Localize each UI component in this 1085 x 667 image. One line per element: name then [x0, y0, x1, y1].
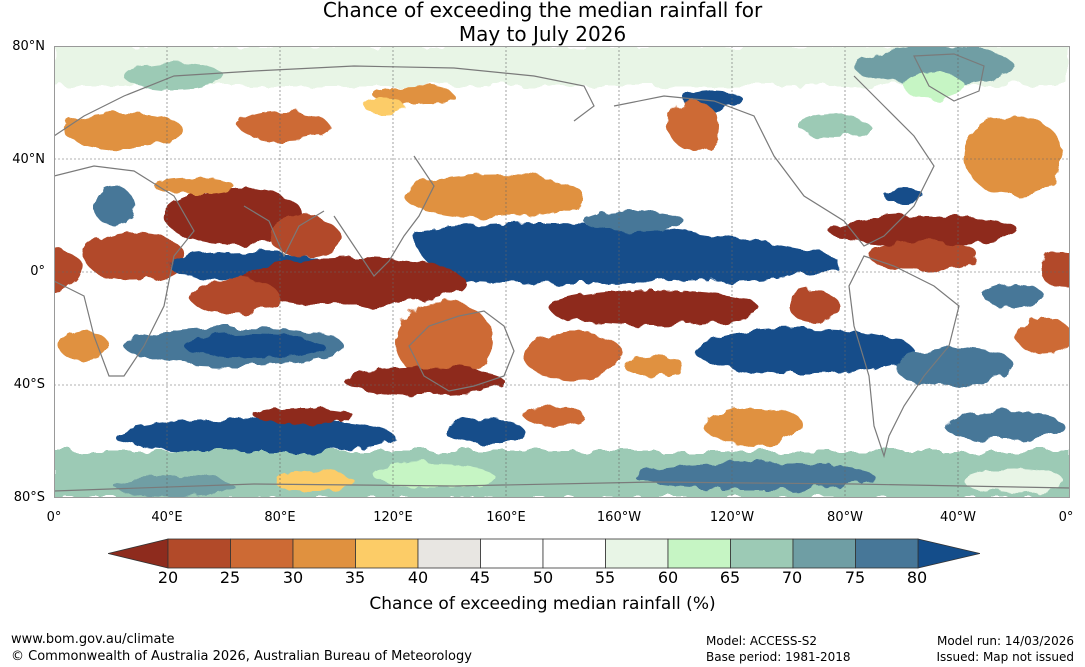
- map-title: Chance of exceeding the median rainfall …: [0, 0, 1085, 46]
- lon-label-80w: 80°W: [827, 510, 863, 525]
- colorbar-graphic: [107, 538, 981, 569]
- lat-label-80n: 80°N: [12, 39, 45, 54]
- rainfall-map-canvas: [54, 46, 1070, 498]
- colorbar-tick-65: 65: [719, 568, 741, 587]
- colorbar-tick-40: 40: [407, 568, 429, 587]
- footer-left: www.bom.gov.au/climate © Commonwealth of…: [11, 631, 472, 665]
- colorbar-cell: [417, 538, 481, 569]
- graticule: [54, 46, 1070, 498]
- title-line-2: May to July 2026: [458, 22, 627, 46]
- lon-label-120e: 120°E: [373, 510, 413, 525]
- colorbar-tick-60: 60: [657, 568, 679, 587]
- colorbar-tick-80: 80: [906, 568, 928, 587]
- colorbar-tick-35: 35: [344, 568, 366, 587]
- footer-issued: Issued: Map not issued: [936, 650, 1074, 664]
- title-line-1: Chance of exceeding the median rainfall …: [322, 0, 763, 22]
- colorbar-cell: [480, 538, 544, 569]
- colorbar-cell: [292, 538, 356, 569]
- colorbar-tick-50: 50: [532, 568, 554, 587]
- colorbar-tick-25: 25: [219, 568, 241, 587]
- footer-copyright: © Commonwealth of Australia 2026, Austra…: [11, 649, 472, 664]
- rainfall-speckle-fields: [59, 98, 1070, 426]
- colorbar-cell: [730, 538, 794, 569]
- footer-base-period: Base period: 1981-2018: [706, 650, 851, 664]
- colorbar-cell: [855, 538, 919, 569]
- lon-label-40e: 40°E: [151, 510, 183, 525]
- rainfall-anomaly-fields: [54, 46, 1070, 498]
- lon-label-160w: 160°W: [596, 510, 642, 525]
- rainfall-map[interactable]: [54, 46, 1070, 498]
- lon-label-160e: 160°E: [486, 510, 526, 525]
- lon-label-0-west: 0°: [46, 510, 62, 525]
- coastlines: [54, 53, 1070, 492]
- lon-label-0-east: 0°: [1058, 510, 1074, 525]
- colorbar-tick-45: 45: [469, 568, 491, 587]
- colorbar-tick-20: 20: [157, 568, 179, 587]
- colorbar-cell: [167, 538, 231, 569]
- lon-label-80e: 80°E: [264, 510, 296, 525]
- footer-model: Model: ACCESS-S2: [706, 634, 818, 648]
- lat-label-80s: 80°S: [13, 490, 45, 505]
- lat-label-40n: 40°N: [12, 152, 45, 167]
- footer-model-info: Model: ACCESS-S2 Base period: 1981-2018: [706, 633, 851, 665]
- colorbar: [107, 538, 981, 570]
- colorbar-cell: [355, 538, 419, 569]
- lat-label-0: 0°: [30, 264, 45, 279]
- colorbar-cell: [230, 538, 294, 569]
- colorbar-cell: [605, 538, 669, 569]
- colorbar-cell: [667, 538, 731, 569]
- colorbar-label: Chance of exceeding median rainfall (%): [369, 594, 716, 614]
- colorbar-low-arrow: [107, 538, 169, 569]
- lon-label-40w: 40°W: [940, 510, 976, 525]
- colorbar-cell: [792, 538, 856, 569]
- colorbar-tick-70: 70: [781, 568, 803, 587]
- footer-url[interactable]: www.bom.gov.au/climate: [11, 632, 175, 647]
- footer-model-run: Model run: 14/03/2026: [936, 634, 1074, 648]
- colorbar-tick-30: 30: [282, 568, 304, 587]
- colorbar-high-arrow: [917, 538, 981, 569]
- colorbar-tick-55: 55: [594, 568, 616, 587]
- lat-label-40s: 40°S: [13, 377, 45, 392]
- map-frame: [54, 46, 1070, 498]
- lon-label-120w: 120°W: [709, 510, 755, 525]
- colorbar-tick-75: 75: [844, 568, 866, 587]
- footer-run-info: Model run: 14/03/2026 Issued: Map not is…: [936, 633, 1074, 665]
- colorbar-cell: [542, 538, 606, 569]
